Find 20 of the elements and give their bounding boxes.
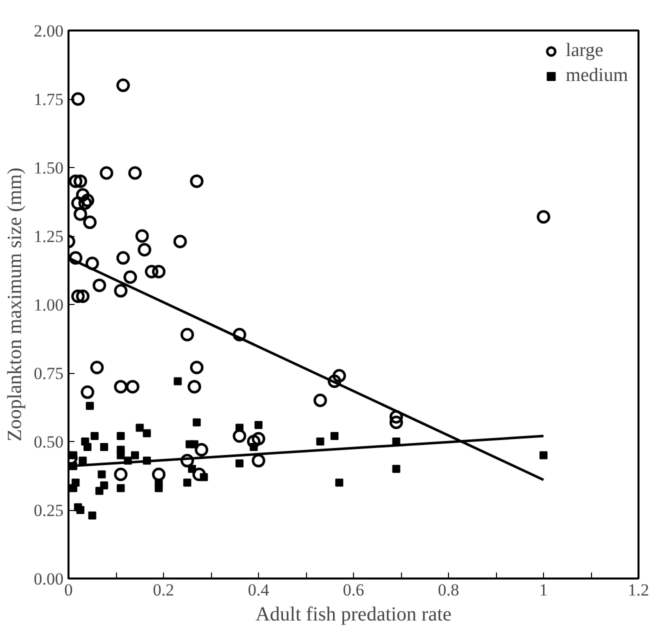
y-tick-label: 2.00 <box>34 22 64 40</box>
y-tick-label: 1.00 <box>34 296 64 314</box>
x-axis-title: Adult fish predation rate <box>255 604 452 626</box>
x-tick-label: 0 <box>64 580 73 600</box>
x-tick-label: 0.6 <box>342 580 364 600</box>
x-tick-label: 0.8 <box>438 580 460 600</box>
y-tick-label: 0.50 <box>34 432 64 452</box>
legend-label: large <box>566 40 604 62</box>
y-tick-label: 1.50 <box>34 158 64 178</box>
y-tick-label: 0.00 <box>34 570 64 588</box>
y-tick-label: 1.75 <box>34 90 64 109</box>
y-tick-label: 0.75 <box>34 364 64 383</box>
x-tick-label: 1 <box>539 580 548 600</box>
legend-label: medium <box>566 65 628 87</box>
y-axis-title: Zooplankton maximum size (mm) <box>4 168 26 442</box>
y-tick-label: 1.25 <box>34 227 64 246</box>
x-tick-label: 1.2 <box>628 580 650 600</box>
x-tick-label: 0.4 <box>248 580 270 600</box>
x-tick-label: 0.2 <box>152 580 174 600</box>
y-tick-label: 0.25 <box>34 501 64 520</box>
